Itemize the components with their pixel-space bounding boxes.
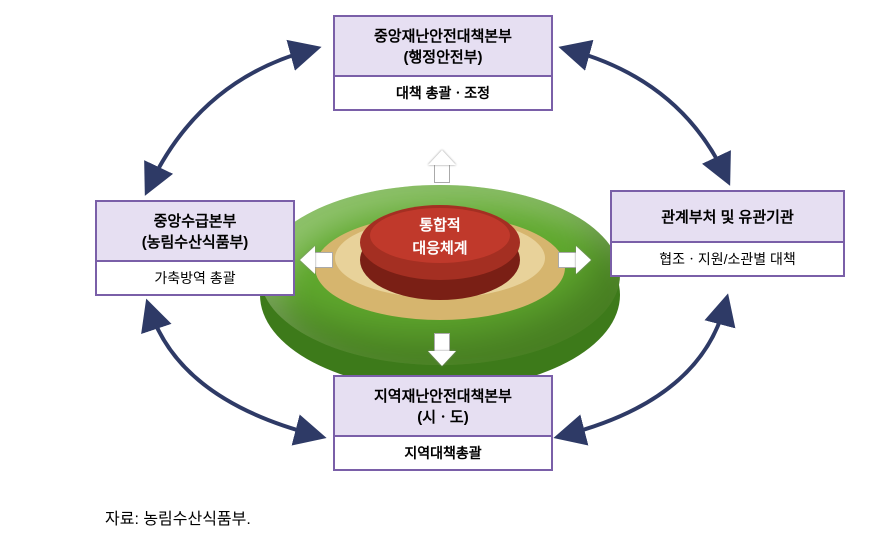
node-right-header1: 관계부처 및 유관기관: [661, 209, 794, 226]
node-left-header1: 중앙수급본부: [154, 213, 237, 230]
node-bottom-header: 지역재난안전대책본부 (시ㆍ도): [335, 377, 551, 435]
integrated-response-diagram: 통합적 대응체계 중앙재난안전대책본부: [0, 0, 885, 546]
node-right-header: 관계부처 및 유관기관: [612, 192, 843, 241]
node-left: 중앙수급본부 (농림수산식품부) 가축방역 총괄: [95, 200, 295, 296]
source-citation: 자료: 농림수산식품부.: [105, 505, 251, 529]
node-left-header: 중앙수급본부 (농림수산식품부): [97, 202, 293, 260]
node-bottom-body: 지역대책총괄: [335, 435, 551, 469]
node-top: 중앙재난안전대책본부 (행정안전부) 대책 총괄ㆍ조정: [333, 15, 553, 111]
node-top-header1: 중앙재난안전대책본부: [374, 28, 512, 45]
node-bottom-header1: 지역재난안전대책본부: [374, 388, 512, 405]
node-top-body: 대책 총괄ㆍ조정: [335, 75, 551, 109]
node-left-body: 가축방역 총괄: [97, 260, 293, 294]
node-top-header: 중앙재난안전대책본부 (행정안전부): [335, 17, 551, 75]
node-bottom-header2: (시ㆍ도): [417, 409, 468, 426]
node-top-header2: (행정안전부): [404, 49, 483, 66]
node-bottom: 지역재난안전대책본부 (시ㆍ도) 지역대책총괄: [333, 375, 553, 471]
node-right-body: 협조ㆍ지원/소관별 대책: [612, 241, 843, 275]
node-right: 관계부처 및 유관기관 협조ㆍ지원/소관별 대책: [610, 190, 845, 277]
node-left-header2: (농림수산식품부): [142, 234, 249, 251]
